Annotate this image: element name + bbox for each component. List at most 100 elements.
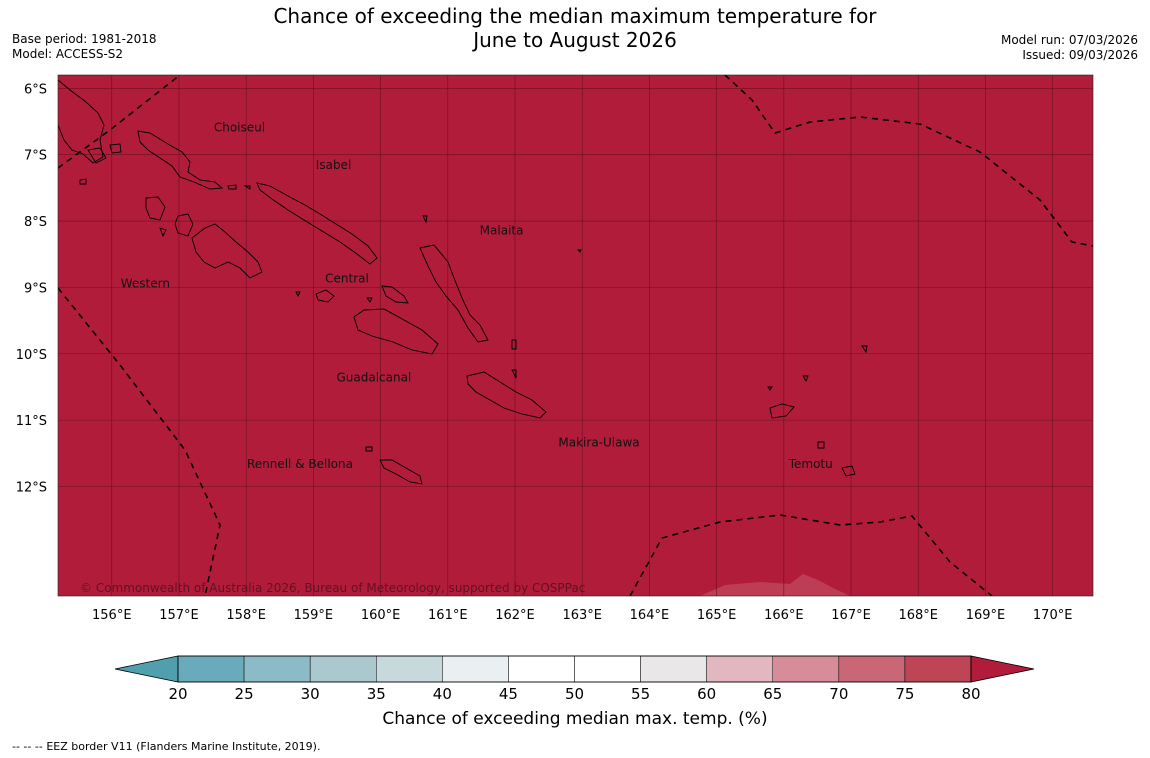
- colorbar-tick-label: 30: [301, 685, 320, 703]
- colorbar-segment: [640, 655, 707, 683]
- island-nendo: [769, 403, 795, 419]
- lat-tick-label: 8°S: [24, 215, 47, 230]
- colorbar-segment: [243, 655, 311, 683]
- colorbar-tick-label: 80: [961, 685, 980, 703]
- colorbar-segment: [508, 655, 575, 683]
- title-line-1: Chance of exceeding the median maximum t…: [273, 4, 877, 28]
- island-makira: [466, 371, 547, 419]
- model-name: Model: ACCESS-S2: [12, 47, 124, 61]
- colorbar-segment: [177, 655, 245, 683]
- island-vella-lavella: [145, 196, 166, 221]
- colorbar-segment: [904, 655, 972, 683]
- colorbar-tick-label: 50: [565, 685, 584, 703]
- lon-tick-label: 161°E: [428, 608, 468, 623]
- island-guadalcanal: [353, 308, 439, 355]
- island-new-georgia: [191, 223, 263, 279]
- eez-borders: [58, 75, 1093, 596]
- province-label: Temotu: [788, 457, 833, 471]
- lon-tick-label: 163°E: [562, 608, 602, 623]
- eez-border-png-nw: [58, 75, 181, 169]
- eez-border-vanuatu-north: [724, 75, 1093, 247]
- colorbar-tick-label: 40: [433, 685, 452, 703]
- meta-right: Model run: 07/03/2026 Issued: 09/03/2026: [1001, 33, 1138, 63]
- meta-left: Base period: 1981-2018 Model: ACCESS-S2: [12, 32, 157, 62]
- province-label: Central: [325, 272, 369, 286]
- eez-legend-symbol: -- -- --: [12, 740, 43, 753]
- islet: [295, 291, 301, 298]
- longitude-labels: 156°E 157°E 158°E 159°E 160°E 161°E 162°E 163°E…: [92, 608, 1072, 623]
- map-panel: [58, 75, 1093, 596]
- issued-date: Issued: 09/03/2026: [1022, 48, 1138, 62]
- island-shortlands: [87, 147, 107, 164]
- islet: [511, 369, 517, 379]
- islet: [422, 215, 428, 224]
- colorbar-extend-high: [970, 655, 1035, 683]
- eez-border-south: [629, 514, 993, 596]
- lon-tick-label: 164°E: [630, 608, 670, 623]
- map-title: Chance of exceeding the median maximum t…: [0, 4, 1150, 52]
- colorbar-outline: [177, 655, 972, 683]
- lon-tick-label: 167°E: [831, 608, 871, 623]
- colorbar-segment: [838, 655, 906, 683]
- colorbar-segment: [309, 655, 377, 683]
- title-line-2: June to August 2026: [473, 28, 677, 52]
- province-label: Malaita: [480, 223, 524, 237]
- base-period: Base period: 1981-2018: [12, 32, 157, 46]
- island-vanikoro: [841, 465, 856, 477]
- copyright-notice: © Commonwealth of Australia 2026, Bureau…: [80, 581, 585, 595]
- province-label: Makira-Ulawa: [558, 436, 639, 450]
- islet: [817, 441, 825, 449]
- lon-tick-label: 168°E: [898, 608, 938, 623]
- island-bougainville: [58, 79, 105, 164]
- colorbar-tick-label: 60: [697, 685, 716, 703]
- map-frame: [57, 74, 1094, 597]
- island-choiseul: [137, 130, 224, 190]
- lon-tick-label: 160°E: [361, 608, 401, 623]
- lat-tick-label: 9°S: [24, 281, 47, 296]
- islet: [861, 345, 868, 354]
- eez-legend-text: EEZ border V11 (Flanders Marine Institut…: [46, 740, 321, 753]
- islet: [802, 375, 809, 383]
- colorbar-segment: [574, 655, 641, 683]
- lon-tick-label: 156°E: [92, 608, 132, 623]
- colorbar-extend-low: [114, 655, 179, 683]
- province-label: Western: [121, 276, 170, 290]
- island-malaita: [419, 244, 489, 343]
- colorbar-tick-label: 55: [631, 685, 650, 703]
- island-russell: [315, 289, 335, 303]
- coastlines: [58, 79, 868, 485]
- lon-tick-label: 159°E: [294, 608, 334, 623]
- colorbar: 20 25 30 35 40 45 50 55 60 65 70 75 80: [114, 655, 1035, 703]
- footer-legend: -- -- -- EEZ border V11 (Flanders Marine…: [12, 740, 320, 753]
- lat-tick-label: 11°S: [16, 414, 47, 429]
- lon-tick-label: 157°E: [159, 608, 199, 623]
- lon-tick-label: 169°E: [966, 608, 1006, 623]
- colorbar-tick-label: 35: [367, 685, 386, 703]
- island-kolombangara: [174, 213, 194, 237]
- islet: [159, 227, 167, 238]
- model-run: Model run: 07/03/2026: [1000, 33, 1138, 47]
- lat-tick-label: 7°S: [24, 149, 47, 164]
- eez-border-west: [58, 287, 221, 596]
- lon-tick-label: 165°E: [697, 608, 737, 623]
- island-isabel: [256, 182, 378, 265]
- colorbar-tick-label: 65: [763, 685, 782, 703]
- islet: [109, 143, 122, 154]
- islet: [243, 185, 251, 190]
- lat-tick-label: 10°S: [16, 348, 47, 363]
- colorbar-tick-label: 75: [895, 685, 914, 703]
- colorbar-segment: [772, 655, 840, 683]
- islet: [227, 184, 237, 190]
- gridlines: [58, 75, 1093, 596]
- province-label: Isabel: [316, 158, 351, 172]
- colorbar-tick-label: 20: [168, 685, 187, 703]
- province-labels: Choiseul Isabel Malaita Western Central Guada…: [121, 120, 833, 470]
- lon-tick-label: 158°E: [226, 608, 266, 623]
- latitude-labels: 6°S 7°S 8°S 9°S 10°S 11°S 12°S: [16, 82, 47, 495]
- province-label: Choiseul: [214, 120, 265, 134]
- colorbar-title: Chance of exceeding median max. temp. (%…: [382, 709, 768, 729]
- islet: [767, 386, 773, 391]
- lat-tick-label: 6°S: [24, 82, 47, 97]
- islet: [79, 178, 87, 185]
